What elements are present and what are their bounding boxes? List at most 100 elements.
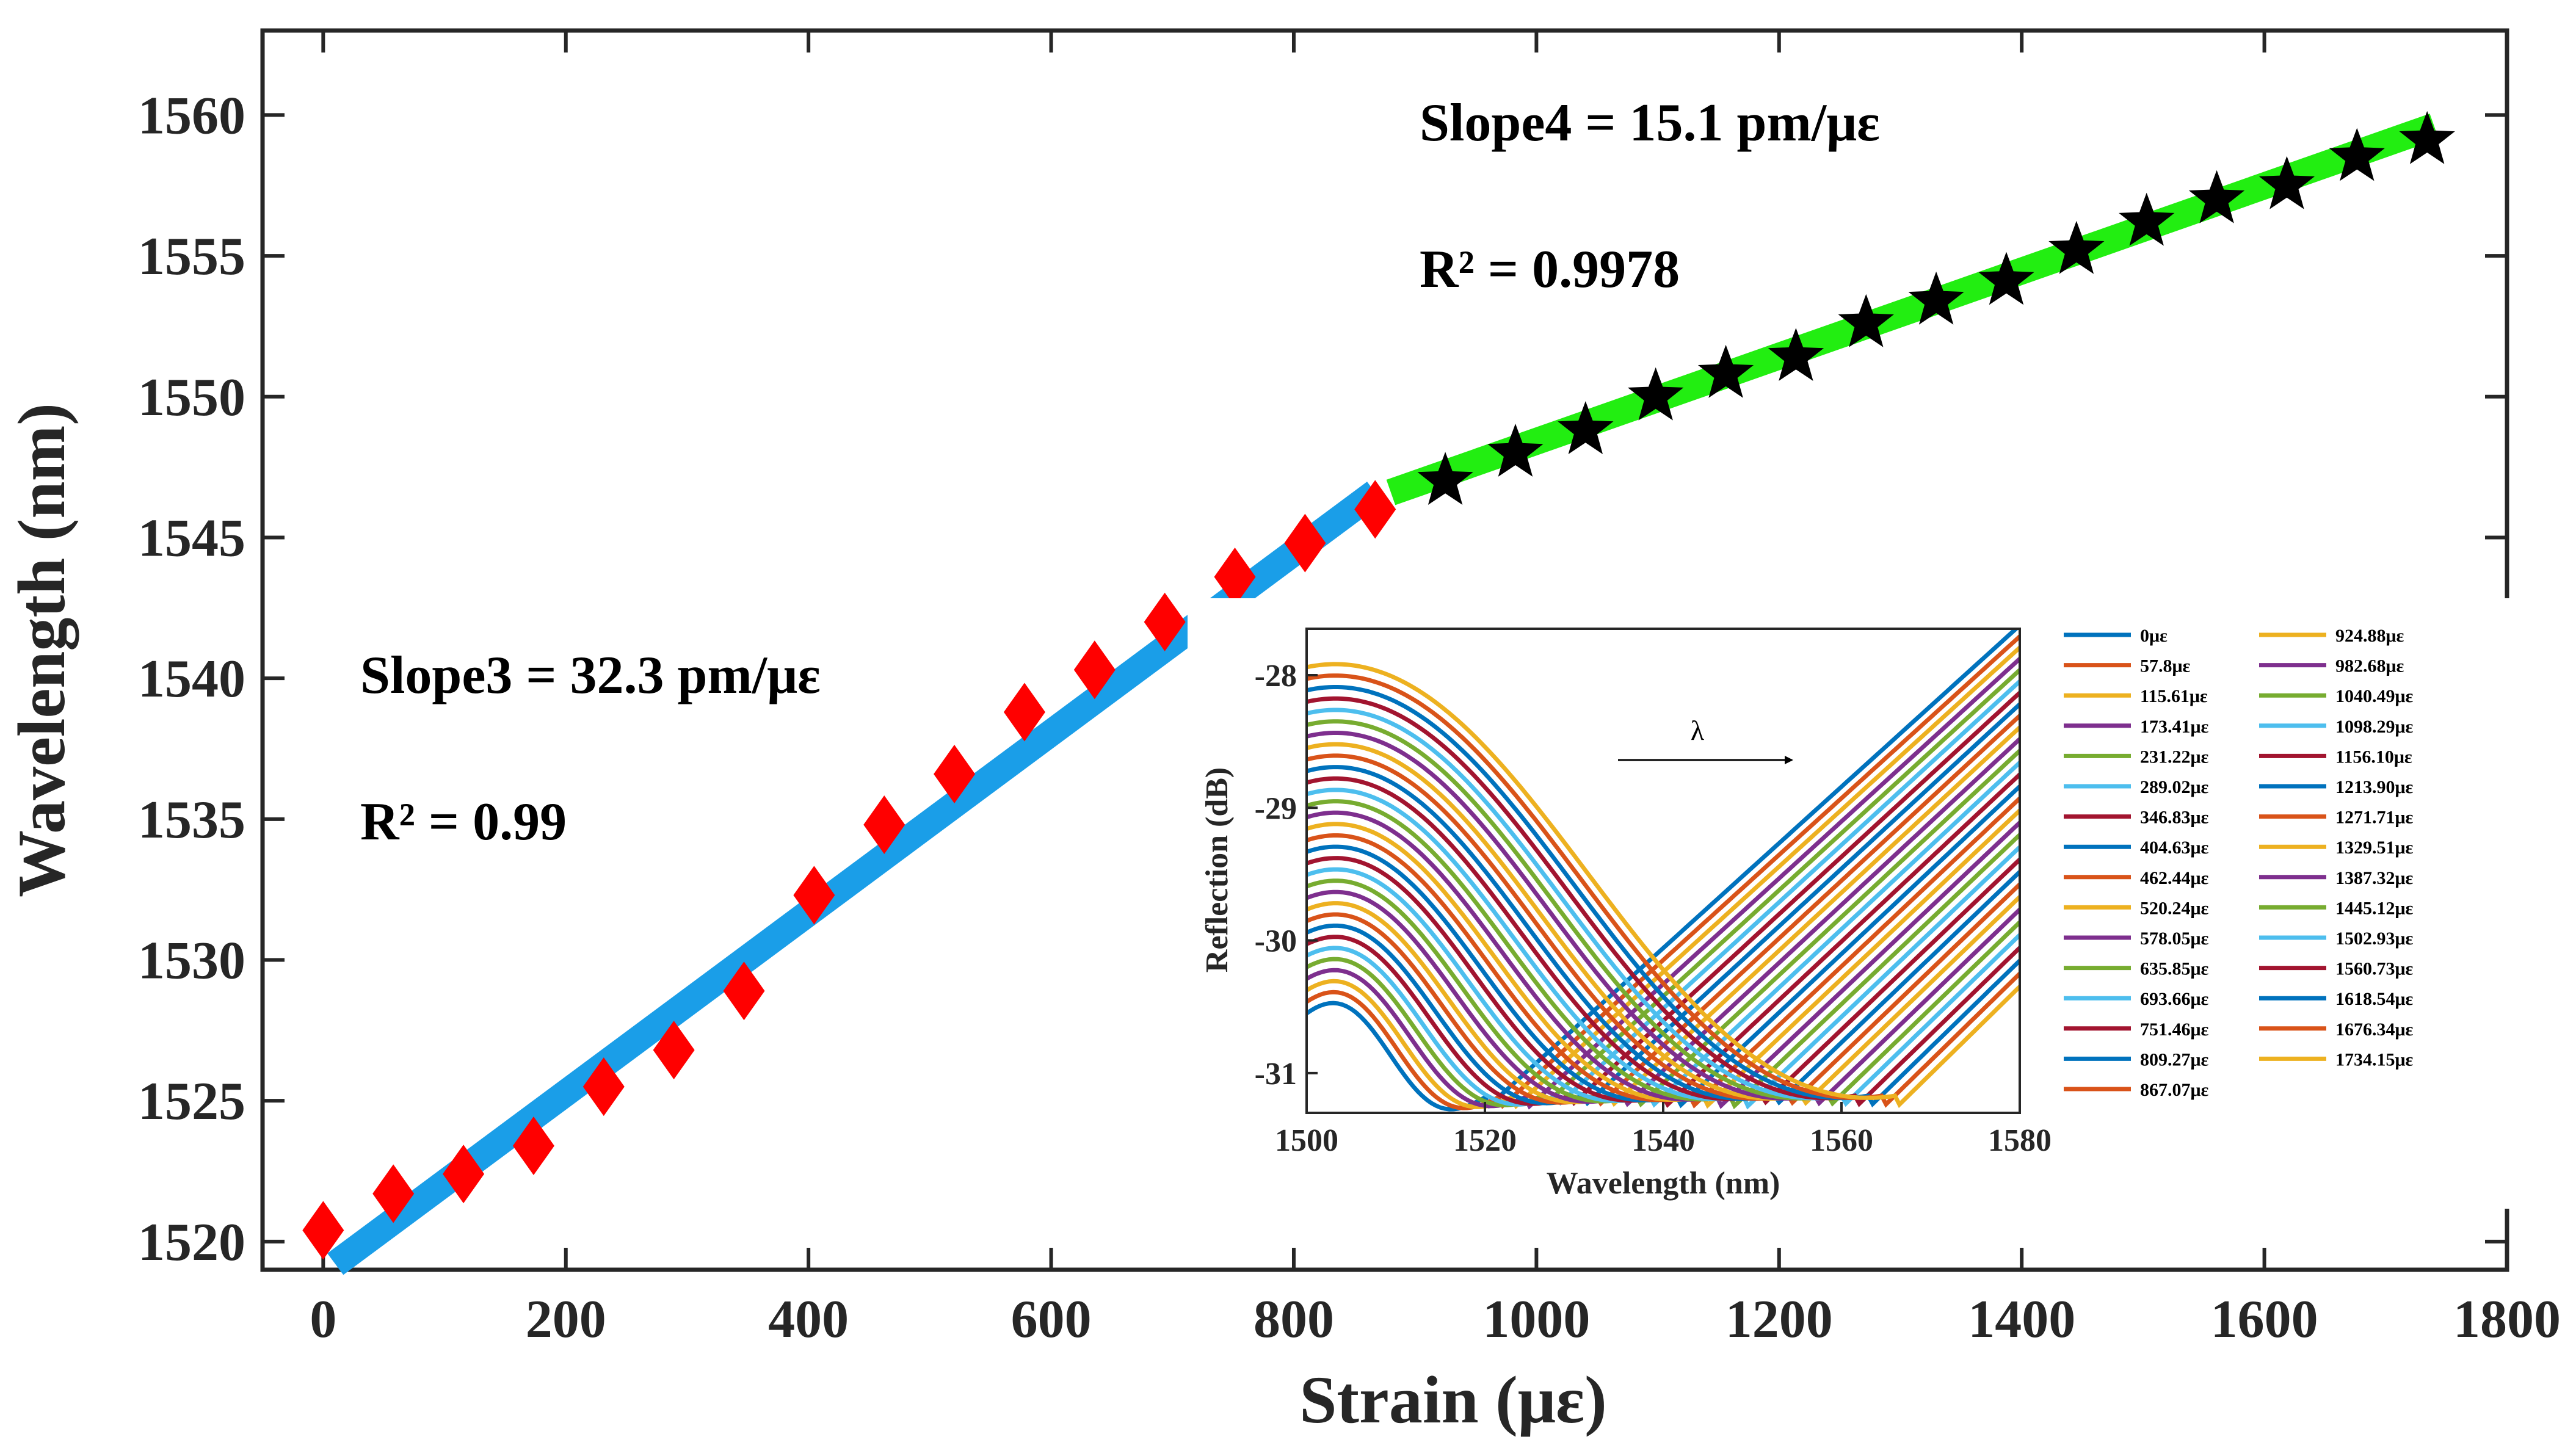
legend-entry: 1560.73με — [2335, 959, 2414, 979]
inset-x-tick-label: 1520 — [1453, 1123, 1517, 1158]
legend-entry: 404.63με — [2140, 838, 2209, 858]
spectrum-curve — [1307, 742, 2020, 1106]
star-point — [1628, 367, 1684, 421]
legend-entry: 635.85με — [2140, 959, 2209, 979]
diamond-point — [372, 1164, 415, 1223]
star-point — [1908, 271, 1964, 325]
legend-entry: 520.24με — [2140, 898, 2209, 918]
y-tick-label: 1525 — [138, 1072, 245, 1131]
star-point — [2119, 192, 2175, 246]
spectrum-curve — [1307, 696, 2020, 1107]
spectrum-curve — [1307, 662, 2020, 1109]
inset-y-tick-label: -29 — [1255, 791, 1297, 826]
inset-y-tick-label: -31 — [1255, 1057, 1297, 1091]
x-tick-label: 1000 — [1482, 1290, 1590, 1349]
diamond-point — [934, 745, 976, 803]
y-tick-label: 1545 — [138, 509, 245, 568]
slope3-annotation: Slope3 = 32.3 pm/με — [360, 646, 821, 705]
star-point — [2048, 220, 2105, 274]
inset-y-tick-label: -28 — [1255, 659, 1297, 693]
legend-entry: 982.68με — [2335, 656, 2404, 676]
spectrum-curve — [1307, 810, 2020, 1109]
star-point — [1697, 344, 1754, 398]
legend-entry: 1676.34με — [2335, 1019, 2414, 1040]
spectrum-curve — [1307, 634, 2020, 1110]
inset-y-axis-label: Reflection (dB) — [1200, 767, 1235, 972]
x-axis-label: Strain (με) — [1299, 1363, 1607, 1437]
star-point — [2259, 156, 2315, 209]
legend-entry: 924.88με — [2335, 626, 2404, 646]
legend-entry: 289.02με — [2140, 777, 2209, 797]
legend-entry: 1271.71με — [2335, 808, 2414, 828]
x-tick-label: 1600 — [2211, 1290, 2318, 1349]
x-tick-label: 0 — [310, 1290, 336, 1349]
x-tick-label: 1400 — [1968, 1290, 2075, 1349]
high-strain-fit-line — [1386, 114, 2439, 505]
spectrum-curve — [1307, 708, 2020, 1107]
y-tick-label: 1520 — [138, 1213, 245, 1272]
legend-entry: 867.07με — [2140, 1080, 2209, 1100]
star-point — [1978, 252, 2034, 305]
diamond-point — [302, 1201, 344, 1260]
legend-entry: 0με — [2140, 626, 2168, 646]
spectrum-curve — [1307, 809, 2020, 1109]
inset-x-tick-label: 1560 — [1810, 1123, 1873, 1158]
star-point — [2399, 110, 2455, 164]
star-point — [1838, 294, 1894, 347]
slope4-annotation: Slope4 = 15.1 pm/με — [1420, 93, 1880, 153]
diamond-point — [863, 795, 905, 855]
legend-entry: 1098.29με — [2335, 717, 2414, 737]
legend-entry: 173.41με — [2140, 717, 2209, 737]
legend-entry: 578.05με — [2140, 929, 2209, 949]
spectrum-curve — [1307, 776, 2020, 1106]
x-tick-label: 800 — [1254, 1290, 1334, 1349]
y-tick-label: 1540 — [138, 650, 245, 709]
x-tick-label: 400 — [768, 1290, 849, 1349]
diamond-point — [1284, 513, 1326, 573]
diamond-point — [1073, 640, 1116, 700]
inset-x-axis-label: Wavelength (nm) — [1547, 1166, 1780, 1201]
legend-entry: 693.66με — [2140, 989, 2209, 1009]
legend-entry: 809.27με — [2140, 1049, 2209, 1070]
y-tick-label: 1550 — [138, 368, 245, 427]
spectrum-curve — [1307, 673, 2020, 1108]
diamond-point — [653, 1021, 695, 1080]
y-axis-label: Wavelength (nm) — [4, 403, 79, 897]
legend-entry: 1040.49με — [2335, 686, 2414, 706]
spectrum-curve — [1307, 629, 2020, 1112]
legend-entry: 346.83με — [2140, 808, 2209, 828]
r2-high-annotation: R² = 0.9978 — [1420, 240, 1680, 299]
spectrum-curve — [1307, 799, 2020, 1110]
star-point — [2329, 128, 2385, 181]
star-point — [1487, 424, 1544, 477]
spectrum-curve — [1307, 731, 2020, 1107]
y-tick-label: 1530 — [138, 932, 245, 991]
inset-x-tick-label: 1580 — [1988, 1123, 2052, 1158]
legend-entry: 231.22με — [2140, 747, 2209, 767]
diamond-point — [582, 1057, 625, 1117]
diamond-point — [793, 866, 835, 925]
legend-entry: 1618.54με — [2335, 989, 2414, 1009]
inset-x-tick-label: 1540 — [1631, 1123, 1695, 1158]
spectrum-curve — [1307, 753, 2020, 1106]
diamond-point — [1144, 592, 1186, 651]
diamond-point — [512, 1117, 554, 1175]
y-tick-label: 1535 — [138, 791, 245, 850]
diamond-point — [443, 1145, 485, 1204]
spectrum-curve — [1307, 787, 2020, 1110]
legend-entry: 115.61με — [2140, 686, 2208, 706]
x-tick-label: 1200 — [1725, 1290, 1833, 1349]
star-point — [1417, 452, 1473, 505]
diamond-point — [1003, 682, 1045, 742]
y-tick-label: 1560 — [138, 86, 245, 145]
lambda-label: λ — [1691, 715, 1705, 746]
legend-entry: 1213.90με — [2335, 777, 2414, 797]
star-point — [2188, 170, 2245, 223]
legend-entry: 751.46με — [2140, 1019, 2209, 1040]
inset-y-tick-label: -30 — [1255, 924, 1297, 959]
spectrum-curve — [1307, 719, 2020, 1107]
diamond-point — [723, 961, 765, 1021]
legend-entry: 1156.10με — [2335, 747, 2412, 767]
spectrum-curve — [1307, 685, 2020, 1108]
